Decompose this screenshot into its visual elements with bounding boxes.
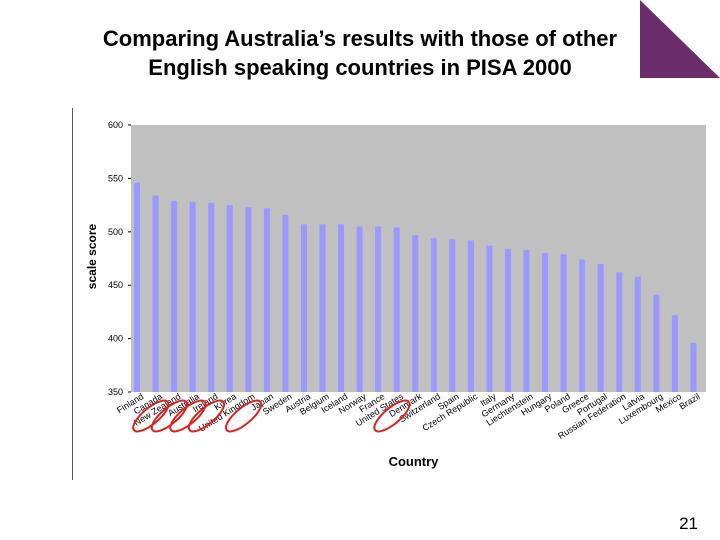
bar	[393, 227, 400, 392]
bar	[579, 259, 586, 392]
title-line-2: English speaking countries in PISA 2000	[148, 55, 572, 80]
highlight-circle	[169, 399, 207, 433]
bar	[208, 202, 215, 392]
corner-triangle-decoration	[640, 0, 720, 78]
bar	[616, 272, 623, 392]
left-divider-line	[72, 108, 73, 480]
highlight-circle	[132, 399, 170, 433]
y-axis-title: scale score	[85, 223, 99, 289]
bar	[245, 207, 252, 392]
highlight-circle	[224, 399, 263, 433]
bar	[282, 214, 289, 392]
bar	[634, 276, 641, 392]
bar	[542, 253, 549, 392]
bar	[690, 342, 697, 392]
bar	[189, 201, 196, 392]
corner-triangle	[640, 0, 720, 78]
y-tick-label: 450	[108, 280, 123, 290]
bar	[319, 224, 326, 392]
bar	[412, 235, 419, 392]
bar	[430, 238, 437, 392]
highlight-circle	[373, 399, 411, 433]
bar	[653, 294, 660, 392]
bar	[467, 240, 474, 392]
y-tick-label: 400	[108, 334, 123, 344]
bar	[171, 200, 178, 392]
bar	[597, 263, 604, 392]
highlight-circle	[187, 399, 226, 433]
bar	[263, 208, 270, 392]
bar	[338, 224, 345, 392]
bar	[486, 245, 493, 392]
bar	[560, 254, 567, 392]
y-tick-label: 500	[108, 227, 123, 237]
bar	[504, 248, 511, 392]
bar	[356, 226, 363, 392]
x-axis-title: Country	[389, 454, 440, 469]
bar	[523, 249, 530, 392]
bar	[134, 182, 140, 392]
slide-title: Comparing Australia’s results with those…	[70, 24, 650, 82]
x-tick-label: Brazil	[677, 391, 701, 411]
bar	[375, 226, 382, 392]
highlight-circle	[150, 399, 188, 433]
bar	[152, 195, 159, 392]
bar	[449, 239, 456, 392]
bar	[226, 205, 233, 392]
y-tick-label: 350	[108, 387, 123, 397]
page-number: 21	[679, 514, 698, 533]
title-line-1: Comparing Australia’s results with those…	[102, 26, 618, 51]
y-tick-label: 550	[108, 173, 123, 183]
bar	[671, 315, 678, 392]
bar	[300, 224, 307, 392]
y-tick-label: 600	[108, 120, 123, 130]
